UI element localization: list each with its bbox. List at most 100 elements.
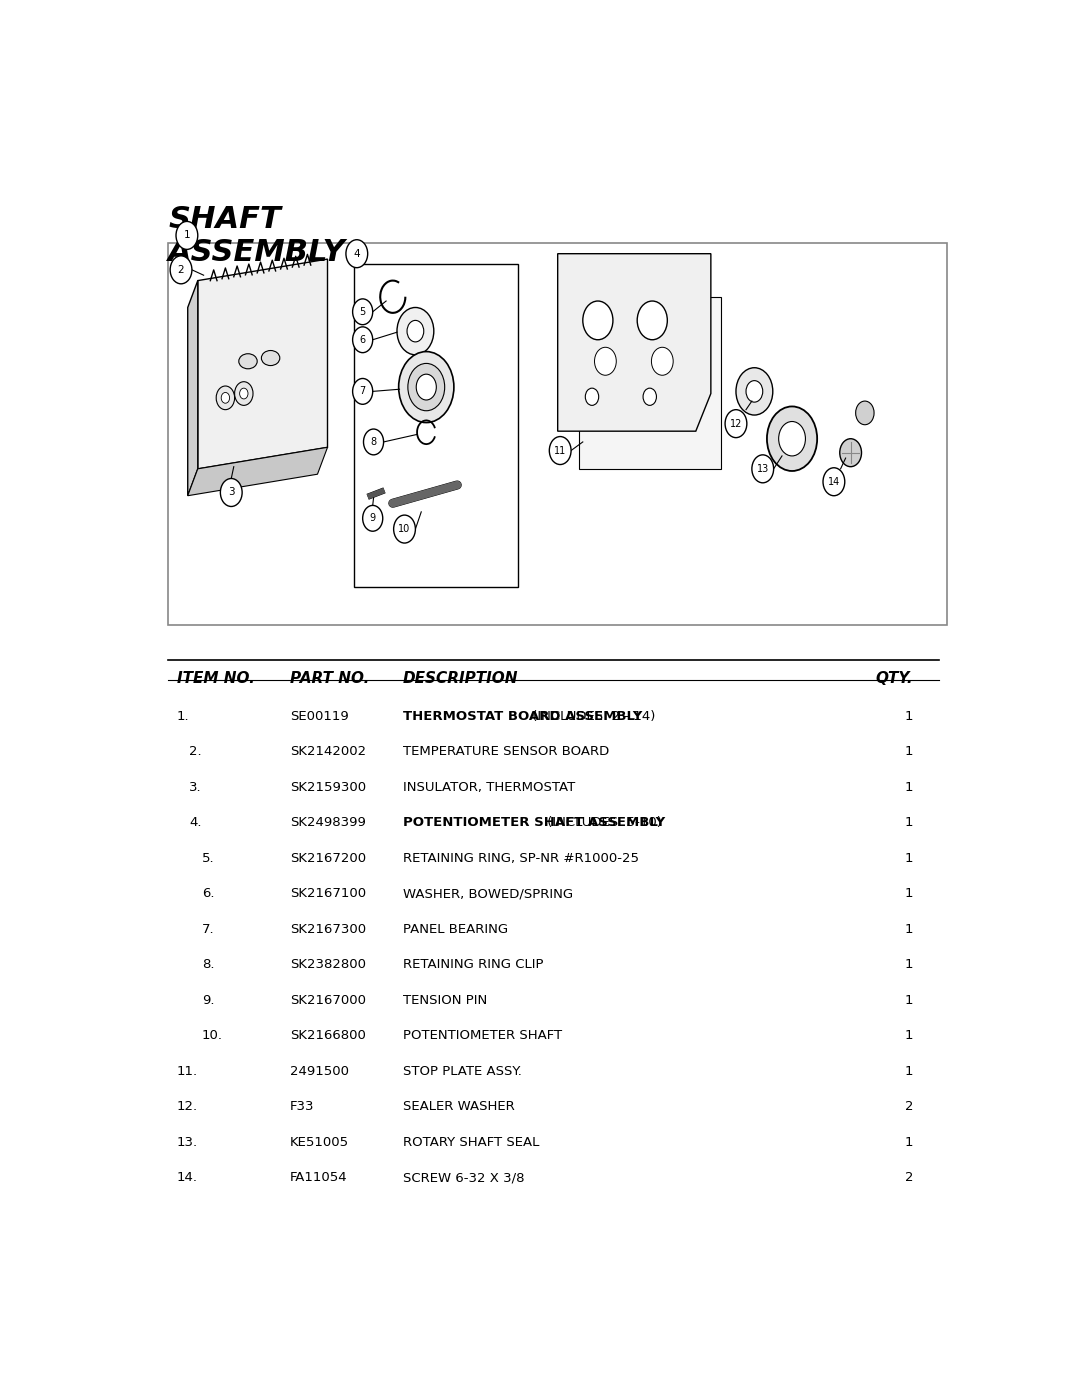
Polygon shape bbox=[188, 447, 327, 496]
Circle shape bbox=[240, 388, 248, 400]
Text: 1: 1 bbox=[905, 816, 914, 830]
Text: 1: 1 bbox=[905, 745, 914, 759]
Text: 1: 1 bbox=[905, 1030, 914, 1042]
Text: WASHER, BOWED/SPRING: WASHER, BOWED/SPRING bbox=[403, 887, 573, 900]
Circle shape bbox=[746, 380, 762, 402]
Text: 1: 1 bbox=[905, 958, 914, 971]
Circle shape bbox=[393, 515, 416, 543]
FancyBboxPatch shape bbox=[168, 243, 947, 624]
Text: FA11054: FA11054 bbox=[289, 1171, 348, 1185]
Text: 4.: 4. bbox=[189, 816, 202, 830]
Circle shape bbox=[221, 393, 230, 404]
Text: 12: 12 bbox=[730, 419, 742, 429]
Ellipse shape bbox=[261, 351, 280, 366]
Text: POTENTIOMETER SHAFT ASSEMBLY: POTENTIOMETER SHAFT ASSEMBLY bbox=[403, 816, 665, 830]
FancyBboxPatch shape bbox=[354, 264, 517, 587]
Text: SEALER WASHER: SEALER WASHER bbox=[403, 1101, 514, 1113]
Text: 2.: 2. bbox=[189, 745, 202, 759]
Circle shape bbox=[352, 379, 373, 404]
Text: (INCLUDES  2 - 14): (INCLUDES 2 - 14) bbox=[528, 710, 656, 722]
Circle shape bbox=[220, 479, 242, 507]
Text: 2: 2 bbox=[905, 1171, 914, 1185]
Circle shape bbox=[594, 348, 617, 376]
Circle shape bbox=[352, 327, 373, 352]
Text: SK2159300: SK2159300 bbox=[289, 781, 366, 793]
Text: 7.: 7. bbox=[202, 922, 215, 936]
Circle shape bbox=[176, 222, 198, 250]
Text: 13: 13 bbox=[757, 464, 769, 474]
Circle shape bbox=[637, 300, 667, 339]
Text: 1: 1 bbox=[905, 922, 914, 936]
Text: POTENTIOMETER SHAFT: POTENTIOMETER SHAFT bbox=[403, 1030, 562, 1042]
Text: ASSEMBLY: ASSEMBLY bbox=[168, 237, 347, 267]
Text: 1: 1 bbox=[905, 781, 914, 793]
Text: 2491500: 2491500 bbox=[289, 1065, 349, 1077]
Circle shape bbox=[346, 240, 367, 268]
Text: 8.: 8. bbox=[202, 958, 215, 971]
Circle shape bbox=[583, 300, 613, 339]
Text: SK2498399: SK2498399 bbox=[289, 816, 366, 830]
Text: PANEL BEARING: PANEL BEARING bbox=[403, 922, 508, 936]
Polygon shape bbox=[198, 258, 327, 469]
Text: 13.: 13. bbox=[177, 1136, 198, 1148]
Ellipse shape bbox=[239, 353, 257, 369]
Polygon shape bbox=[188, 281, 198, 496]
Text: 2: 2 bbox=[905, 1101, 914, 1113]
Text: SK2166800: SK2166800 bbox=[289, 1030, 366, 1042]
Text: (INCLUDES  5-10): (INCLUDES 5-10) bbox=[543, 816, 662, 830]
Text: THERMOSTAT BOARD ASSEMBLY: THERMOSTAT BOARD ASSEMBLY bbox=[403, 710, 643, 722]
Text: 14.: 14. bbox=[177, 1171, 198, 1185]
Text: RETAINING RING, SP-NR #R1000-25: RETAINING RING, SP-NR #R1000-25 bbox=[403, 852, 639, 865]
Circle shape bbox=[855, 401, 874, 425]
Text: SK2167300: SK2167300 bbox=[289, 922, 366, 936]
Text: 1: 1 bbox=[905, 1065, 914, 1077]
Text: ITEM NO.: ITEM NO. bbox=[177, 671, 255, 686]
Text: 6: 6 bbox=[360, 335, 366, 345]
Text: 1: 1 bbox=[184, 231, 190, 240]
Text: 10: 10 bbox=[399, 524, 410, 534]
Text: 2: 2 bbox=[178, 265, 185, 275]
Circle shape bbox=[408, 363, 445, 411]
Text: 1: 1 bbox=[905, 887, 914, 900]
Circle shape bbox=[585, 388, 598, 405]
Text: SK2382800: SK2382800 bbox=[289, 958, 366, 971]
Circle shape bbox=[550, 437, 571, 465]
Circle shape bbox=[352, 299, 373, 324]
Circle shape bbox=[407, 320, 423, 342]
Text: 1: 1 bbox=[905, 852, 914, 865]
Text: SK2167000: SK2167000 bbox=[289, 993, 366, 1007]
Circle shape bbox=[767, 407, 818, 471]
Text: 1: 1 bbox=[905, 993, 914, 1007]
Polygon shape bbox=[557, 254, 711, 432]
Circle shape bbox=[735, 367, 773, 415]
Circle shape bbox=[364, 429, 383, 455]
Circle shape bbox=[399, 352, 454, 422]
Text: 6.: 6. bbox=[202, 887, 215, 900]
Text: 1.: 1. bbox=[177, 710, 189, 722]
Circle shape bbox=[397, 307, 434, 355]
Text: 11: 11 bbox=[554, 446, 566, 455]
Text: SE00119: SE00119 bbox=[289, 710, 349, 722]
Text: INSULATOR, THERMOSTAT: INSULATOR, THERMOSTAT bbox=[403, 781, 575, 793]
Text: 9: 9 bbox=[369, 513, 376, 524]
Circle shape bbox=[171, 256, 192, 284]
Text: 5: 5 bbox=[360, 307, 366, 317]
Text: F33: F33 bbox=[289, 1101, 314, 1113]
Text: TENSION PIN: TENSION PIN bbox=[403, 993, 487, 1007]
Text: 5.: 5. bbox=[202, 852, 215, 865]
Text: SCREW 6-32 X 3/8: SCREW 6-32 X 3/8 bbox=[403, 1171, 525, 1185]
Circle shape bbox=[840, 439, 862, 467]
Circle shape bbox=[779, 422, 806, 455]
Text: 10.: 10. bbox=[202, 1030, 222, 1042]
Circle shape bbox=[234, 381, 253, 405]
Text: 8: 8 bbox=[370, 437, 377, 447]
Circle shape bbox=[651, 348, 673, 376]
Text: DESCRIPTION: DESCRIPTION bbox=[403, 671, 518, 686]
Text: SK2142002: SK2142002 bbox=[289, 745, 366, 759]
Text: 3: 3 bbox=[228, 488, 234, 497]
Circle shape bbox=[363, 506, 382, 531]
Text: SK2167100: SK2167100 bbox=[289, 887, 366, 900]
Text: 11.: 11. bbox=[177, 1065, 198, 1077]
Text: 3.: 3. bbox=[189, 781, 202, 793]
Text: 4: 4 bbox=[353, 249, 360, 258]
